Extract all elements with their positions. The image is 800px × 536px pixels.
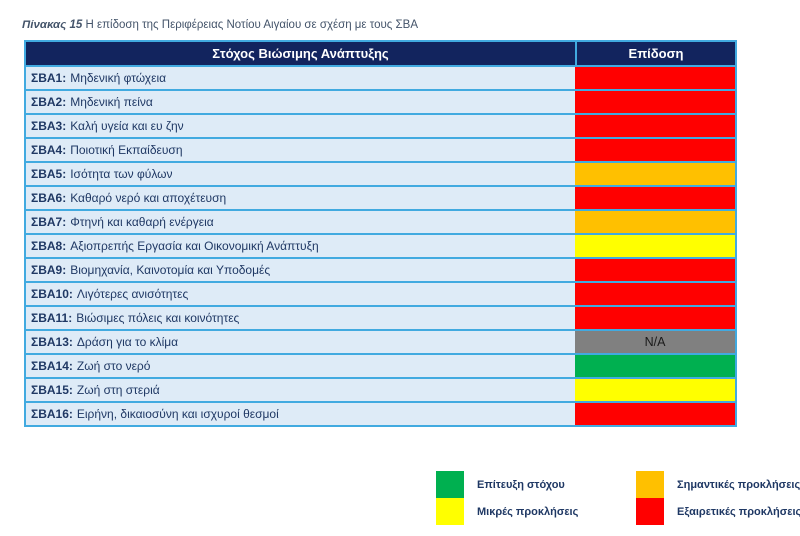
table-row: ΣΒΑ1: Μηδενική φτώχεια bbox=[26, 65, 735, 89]
performance-cell bbox=[575, 67, 735, 89]
table-caption: Πίνακας 15 Η επίδοση της Περιφέρειας Νοτ… bbox=[22, 19, 418, 31]
legend-label: Σημαντικές προκλήσεις bbox=[677, 478, 800, 491]
goal-cell: ΣΒΑ7: Φτηνή και καθαρή ενέργεια bbox=[26, 211, 575, 233]
legend-label: Μικρές προκλήσεις bbox=[477, 505, 579, 518]
table-row: ΣΒΑ14: Ζωή στο νερό bbox=[26, 353, 735, 377]
goal-label: Μηδενική φτώχεια bbox=[70, 71, 167, 85]
goal-cell: ΣΒΑ9: Βιομηχανία, Καινοτομία και Υποδομές bbox=[26, 259, 575, 281]
goal-cell: ΣΒΑ4: Ποιοτική Εκπαίδευση bbox=[26, 139, 575, 161]
column-header-goal: Στόχος Βιώσιμης Ανάπτυξης bbox=[212, 46, 389, 61]
performance-cell bbox=[575, 355, 735, 377]
performance-cell bbox=[575, 379, 735, 401]
table-body: ΣΒΑ1: Μηδενική φτώχεια ΣΒΑ2: Μηδενική πείν… bbox=[26, 65, 735, 425]
legend-column: Επίτευξη στόχου Μικρές προκλήσεις bbox=[436, 471, 607, 525]
table-row: ΣΒΑ2: Μηδενική πείνα bbox=[26, 89, 735, 113]
goal-cell: ΣΒΑ14: Ζωή στο νερό bbox=[26, 355, 575, 377]
table-row: ΣΒΑ7: Φτηνή και καθαρή ενέργεια bbox=[26, 209, 735, 233]
goal-label: Δράση για το κλίμα bbox=[76, 335, 179, 349]
goal-code: ΣΒΑ5: bbox=[31, 167, 67, 181]
performance-cell bbox=[575, 91, 735, 113]
goal-label: Ποιοτική Εκπαίδευση bbox=[70, 143, 183, 157]
table-row: ΣΒΑ11: Βιώσιμες πόλεις και κοινότητες bbox=[26, 305, 735, 329]
legend-item: Μικρές προκλήσεις bbox=[436, 498, 607, 525]
table-row: ΣΒΑ8: Αξιοπρεπής Εργασία και Οικονομική Α… bbox=[26, 233, 735, 257]
performance-cell: N/A bbox=[575, 331, 735, 353]
legend-label: Εξαιρετικές προκλήσεις bbox=[677, 505, 800, 518]
goal-cell: ΣΒΑ3: Καλή υγεία και ευ ζην bbox=[26, 115, 575, 137]
performance-cell bbox=[575, 211, 735, 233]
legend-item: Επίτευξη στόχου bbox=[436, 471, 607, 498]
legend-column: Σημαντικές προκλήσεις Εξαιρετικές προκλή… bbox=[636, 471, 800, 525]
goal-label: Βιομηχανία, Καινοτομία και Υποδομές bbox=[70, 263, 271, 277]
goal-code: ΣΒΑ13: bbox=[31, 335, 73, 349]
performance-cell bbox=[575, 115, 735, 137]
table-row: ΣΒΑ13: Δράση για το κλίμα N/A bbox=[26, 329, 735, 353]
table-row: ΣΒΑ5: Ισότητα των φύλων bbox=[26, 161, 735, 185]
goal-code: ΣΒΑ3: bbox=[31, 119, 67, 133]
performance-cell bbox=[575, 403, 735, 425]
goal-label: Αξιοπρεπής Εργασία και Οικονομική Ανάπτυ… bbox=[70, 239, 319, 253]
goal-cell: ΣΒΑ8: Αξιοπρεπής Εργασία και Οικονομική Α… bbox=[26, 235, 575, 257]
goal-cell: ΣΒΑ5: Ισότητα των φύλων bbox=[26, 163, 575, 185]
goal-cell: ΣΒΑ16: Ειρήνη, δικαιοσύνη και ισχυροί θεσ… bbox=[26, 403, 575, 425]
goal-code: ΣΒΑ1: bbox=[31, 71, 67, 85]
goal-label: Καλή υγεία και ευ ζην bbox=[70, 119, 184, 133]
goal-code: ΣΒΑ15: bbox=[31, 383, 73, 397]
table-row: ΣΒΑ16: Ειρήνη, δικαιοσύνη και ισχυροί θεσ… bbox=[26, 401, 735, 425]
legend-color-swatch bbox=[436, 498, 464, 525]
goal-code: ΣΒΑ8: bbox=[31, 239, 67, 253]
column-header-performance: Επίδοση bbox=[575, 42, 735, 65]
sdg-performance-table: Στόχος Βιώσιμης Ανάπτυξης Επίδοση ΣΒΑ1: Μ… bbox=[24, 40, 737, 427]
goal-label: Ζωή στη στεριά bbox=[76, 383, 160, 397]
goal-code: ΣΒΑ16: bbox=[31, 407, 73, 421]
table-row: ΣΒΑ6: Καθαρό νερό και αποχέτευση bbox=[26, 185, 735, 209]
goal-code: ΣΒΑ7: bbox=[31, 215, 67, 229]
performance-cell bbox=[575, 259, 735, 281]
table-row: ΣΒΑ9: Βιομηχανία, Καινοτομία και Υποδομές bbox=[26, 257, 735, 281]
goal-label: Βιώσιμες πόλεις και κοινότητες bbox=[76, 311, 240, 325]
goal-label: Ισότητα των φύλων bbox=[70, 167, 173, 181]
goal-cell: ΣΒΑ10: Λιγότερες ανισότητες bbox=[26, 283, 575, 305]
goal-cell: ΣΒΑ13: Δράση για το κλίμα bbox=[26, 331, 575, 353]
legend-color-swatch bbox=[636, 471, 664, 498]
table-row: ΣΒΑ3: Καλή υγεία και ευ ζην bbox=[26, 113, 735, 137]
goal-label: Ζωή στο νερό bbox=[76, 359, 151, 373]
goal-cell: ΣΒΑ11: Βιώσιμες πόλεις και κοινότητες bbox=[26, 307, 575, 329]
goal-code: ΣΒΑ9: bbox=[31, 263, 67, 277]
goal-label: Ειρήνη, δικαιοσύνη και ισχυροί θεσμοί bbox=[76, 407, 279, 421]
performance-legend: Επίτευξη στόχου Μικρές προκλήσεις Σημαντ… bbox=[436, 471, 800, 525]
performance-cell bbox=[575, 187, 735, 209]
goal-label: Λιγότερες ανισότητες bbox=[76, 287, 189, 301]
goal-label: Φτηνή και καθαρή ενέργεια bbox=[70, 215, 214, 229]
goal-cell: ΣΒΑ15: Ζωή στη στεριά bbox=[26, 379, 575, 401]
performance-cell bbox=[575, 163, 735, 185]
legend-label: Επίτευξη στόχου bbox=[477, 478, 565, 491]
goal-cell: ΣΒΑ6: Καθαρό νερό και αποχέτευση bbox=[26, 187, 575, 209]
performance-cell bbox=[575, 283, 735, 305]
performance-cell bbox=[575, 139, 735, 161]
goal-code: ΣΒΑ2: bbox=[31, 95, 67, 109]
goal-code: ΣΒΑ6: bbox=[31, 191, 67, 205]
goal-cell: ΣΒΑ2: Μηδενική πείνα bbox=[26, 91, 575, 113]
goal-label: Μηδενική πείνα bbox=[70, 95, 153, 109]
goal-label: Καθαρό νερό και αποχέτευση bbox=[70, 191, 227, 205]
performance-cell bbox=[575, 307, 735, 329]
legend-item: Σημαντικές προκλήσεις bbox=[636, 471, 800, 498]
goal-code: ΣΒΑ11: bbox=[31, 311, 73, 325]
legend-color-swatch bbox=[436, 471, 464, 498]
table-caption-number: Πίνακας 15 bbox=[22, 18, 83, 31]
table-caption-text: Η επίδοση της Περιφέρειας Νοτίου Αιγαίου… bbox=[82, 18, 418, 31]
table-row: ΣΒΑ4: Ποιοτική Εκπαίδευση bbox=[26, 137, 735, 161]
table-row: ΣΒΑ15: Ζωή στη στεριά bbox=[26, 377, 735, 401]
goal-code: ΣΒΑ10: bbox=[31, 287, 73, 301]
goal-code: ΣΒΑ4: bbox=[31, 143, 67, 157]
goal-cell: ΣΒΑ1: Μηδενική φτώχεια bbox=[26, 67, 575, 89]
performance-cell bbox=[575, 235, 735, 257]
legend-item: Εξαιρετικές προκλήσεις bbox=[636, 498, 800, 525]
goal-code: ΣΒΑ14: bbox=[31, 359, 73, 373]
legend-color-swatch bbox=[636, 498, 664, 525]
table-header-row: Στόχος Βιώσιμης Ανάπτυξης Επίδοση bbox=[26, 42, 735, 65]
table-row: ΣΒΑ10: Λιγότερες ανισότητες bbox=[26, 281, 735, 305]
